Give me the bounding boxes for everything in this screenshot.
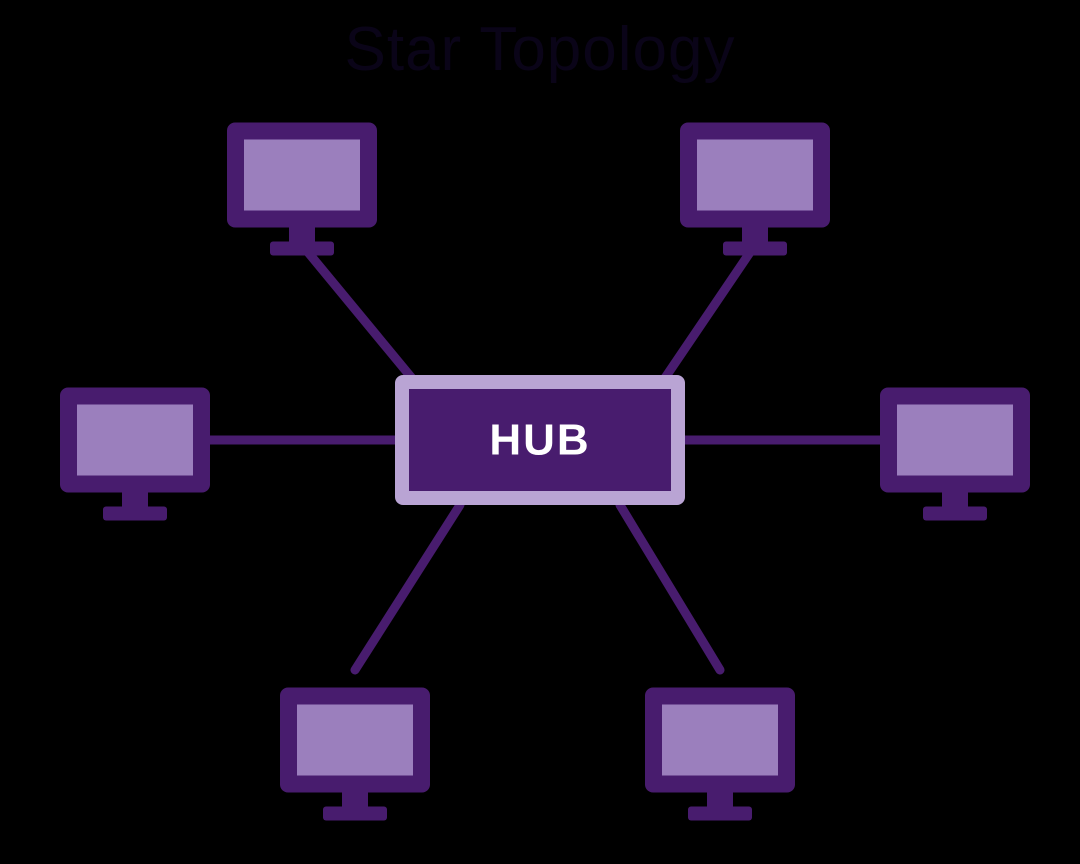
computer-mid-left	[60, 388, 210, 521]
hub-label: HUB	[489, 416, 590, 465]
computer-top-left	[227, 123, 377, 256]
computer-top-right	[680, 123, 830, 256]
topology-diagram: HUB	[0, 0, 1080, 864]
edge-bot-right	[620, 505, 720, 670]
edge-bot-left	[355, 505, 460, 670]
hub: HUB	[395, 375, 685, 505]
computer-bot-left	[280, 688, 430, 821]
computer-mid-right	[880, 388, 1030, 521]
computer-bot-right	[645, 688, 795, 821]
